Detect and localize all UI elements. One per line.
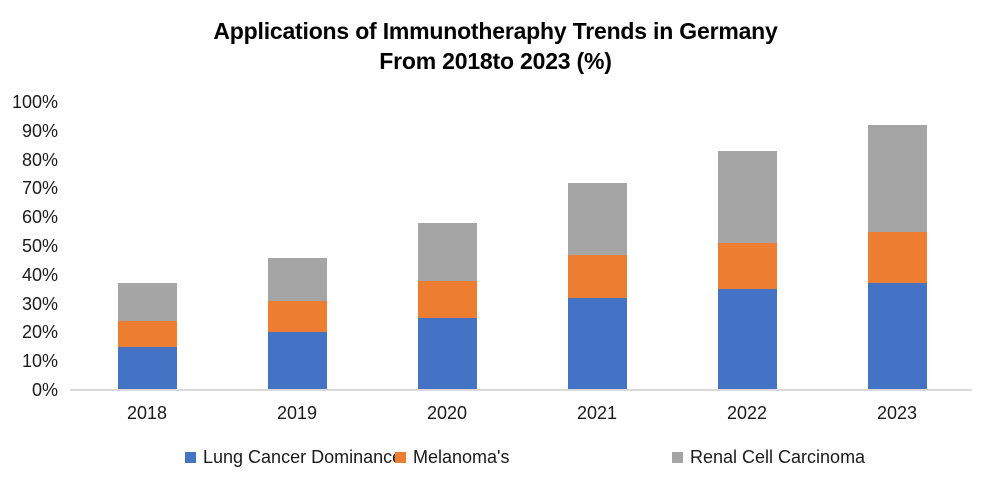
y-tick-label-0: 0% xyxy=(31,380,58,400)
bar-segment-2022-melanoma-s xyxy=(717,243,777,290)
bar-segment-2021-renal-cell-carcinoma xyxy=(567,182,627,255)
bar-segment-2020-renal-cell-carcinoma xyxy=(417,222,477,281)
bar-segment-2018-lung-cancer-dominance xyxy=(117,346,177,390)
bar-segment-2019-melanoma-s xyxy=(267,300,327,333)
y-tick-label-100: 100% xyxy=(11,92,58,112)
x-axis-line xyxy=(70,389,972,391)
legend-item-renal-cell-carcinoma: Renal Cell Carcinoma xyxy=(672,447,865,467)
bar-segment-2018-melanoma-s xyxy=(117,320,177,347)
bar-segment-2019-lung-cancer-dominance xyxy=(267,332,327,390)
bar-segment-2018-renal-cell-carcinoma xyxy=(117,283,177,321)
chart-title: Applications of Immunotheraphy Trends in… xyxy=(0,16,991,76)
legend-marker-lung-cancer-dominance xyxy=(185,451,196,463)
y-tick-label-70: 70% xyxy=(21,178,58,199)
x-tick-label-2023: 2023 xyxy=(876,403,918,423)
bar-segment-2021-lung-cancer-dominance xyxy=(567,297,627,390)
bar-segment-2023-lung-cancer-dominance xyxy=(867,283,927,390)
legend-item-melanoma-s: Melanoma's xyxy=(395,447,509,467)
y-tick-label-10: 10% xyxy=(21,351,58,372)
y-tick-label-60: 60% xyxy=(21,207,58,228)
bar-segment-2023-melanoma-s xyxy=(867,231,927,284)
legend-marker-renal-cell-carcinoma xyxy=(672,451,683,463)
y-tick-label-40: 40% xyxy=(21,264,58,285)
legend-item-lung-cancer-dominance: Lung Cancer Dominance xyxy=(185,447,402,467)
y-tick-label-90: 90% xyxy=(21,120,58,141)
x-tick-label-2018: 2018 xyxy=(126,403,168,423)
x-tick-label-2021: 2021 xyxy=(576,403,618,423)
bar-segment-2023-renal-cell-carcinoma xyxy=(867,125,927,232)
legend-label-lung-cancer-dominance: Lung Cancer Dominance xyxy=(203,446,403,467)
bar-segment-2019-renal-cell-carcinoma xyxy=(267,257,327,301)
legend-label-melanoma-s: Melanoma's xyxy=(413,446,510,467)
y-tick-label-80: 80% xyxy=(21,149,58,170)
y-tick-label-20: 20% xyxy=(21,322,58,343)
x-tick-label-2022: 2022 xyxy=(726,403,768,423)
bar-segment-2020-melanoma-s xyxy=(417,280,477,318)
x-tick-label-2019: 2019 xyxy=(276,403,318,423)
chart-title-line1: Applications of Immunotheraphy Trends in… xyxy=(213,18,778,44)
legend-marker-melanoma-s xyxy=(395,451,406,463)
x-tick-label-2020: 2020 xyxy=(426,403,468,423)
y-tick-label-50: 50% xyxy=(21,236,58,256)
y-tick-label-30: 30% xyxy=(21,293,58,314)
bar-segment-2021-melanoma-s xyxy=(567,254,627,298)
legend-label-renal-cell-carcinoma: Renal Cell Carcinoma xyxy=(690,446,866,467)
chart-title-line2: From 2018to 2023 (%) xyxy=(379,48,612,74)
bar-segment-2022-lung-cancer-dominance xyxy=(717,289,777,390)
bar-segment-2020-lung-cancer-dominance xyxy=(417,318,477,390)
bar-segment-2022-renal-cell-carcinoma xyxy=(717,150,777,244)
